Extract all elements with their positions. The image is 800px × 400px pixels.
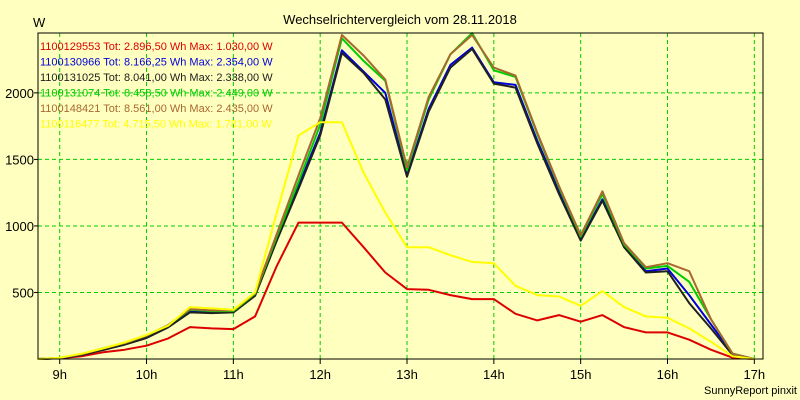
x-tick-label: 12h: [309, 367, 331, 382]
y-tick-label: 2000: [5, 86, 34, 101]
legend-entry-1100130966: 1100130966 Tot: 8.166,25 Wh Max: 2.354,0…: [40, 57, 273, 69]
series-1100131025: [37, 48, 755, 360]
x-tick-label: 10h: [136, 367, 158, 382]
y-axis-unit: W: [33, 15, 46, 30]
chart-title: Wechselrichtervergleich vom 28.11.2018: [283, 12, 517, 27]
y-tick-label: 1500: [5, 152, 34, 167]
y-tick-label: 500: [12, 285, 34, 300]
legend-entry-1100131025: 1100131025 Tot: 8.041,00 Wh Max: 2.338,0…: [40, 72, 273, 84]
y-tick-label: 1000: [5, 219, 34, 234]
series-1100129553: [37, 221, 755, 360]
x-tick-label: 17h: [743, 367, 765, 382]
series-line-1100116477: [37, 121, 755, 360]
x-tick-label: 9h: [52, 367, 66, 382]
plot-background: [38, 33, 763, 359]
series-line-1100129553: [37, 221, 755, 360]
x-tick-label: 15h: [570, 367, 592, 382]
x-tick-label: 16h: [657, 367, 679, 382]
legend-entry-1100148421: 1100148421 Tot: 8.561,00 Wh Max: 2.435,0…: [40, 103, 273, 115]
x-axis-ticks: 9h 10h 11h 12h 13h 14h 15h 16h 17h: [52, 359, 765, 382]
series-line-1100131025: [37, 48, 755, 360]
legend-entry-1100129553: 1100129553 Tot: 2.896,50 Wh Max: 1.030,0…: [40, 41, 273, 53]
plot-area: [37, 32, 764, 360]
legend-entry-1100116477: 1100116477 Tot: 4.715,50 Wh Max: 1.781,0…: [40, 119, 272, 131]
x-tick-label: 13h: [396, 367, 418, 382]
plot-frame: [37, 32, 764, 360]
x-tick-label: 11h: [223, 367, 244, 382]
legend-entry-1100131074: 1100131074 Tot: 8.458,50 Wh Max: 2.449,0…: [40, 88, 273, 100]
series-lines: [37, 32, 755, 360]
x-tick-label: 14h: [483, 367, 505, 382]
legend: 1100129553 Tot: 2.896,50 Wh Max: 1.030,0…: [40, 41, 273, 131]
y-axis-ticks: 500 1000 1500 2000: [5, 86, 38, 300]
credit-label: SunnyReport pinxit: [704, 385, 797, 397]
grid: [38, 33, 763, 359]
series-1100116477: [37, 121, 755, 360]
